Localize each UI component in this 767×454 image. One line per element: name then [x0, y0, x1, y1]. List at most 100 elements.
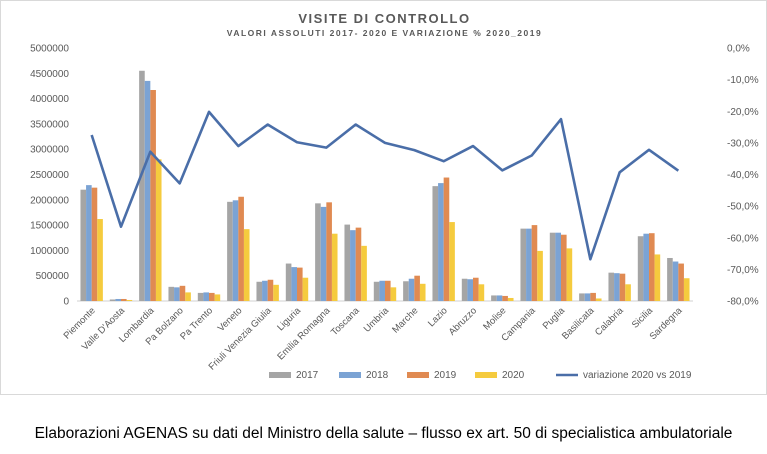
bar-2020	[683, 278, 690, 301]
chart-title: VISITE DI CONTROLLO	[298, 11, 471, 26]
y2-tick-label: -70,0%	[727, 265, 759, 276]
bar-2019	[443, 177, 450, 301]
chart-svg: 0 500000 1000000 1500000 2000000 2500000 30000…	[30, 44, 759, 382]
bar-2017	[667, 257, 673, 301]
bar-2020	[361, 245, 367, 301]
bar-2018	[614, 273, 620, 301]
category-label: Emilia Romagna	[275, 305, 333, 363]
legend-label-2018: 2018	[366, 370, 389, 381]
y2-tick-label: -30,0%	[727, 138, 759, 149]
bar-2017	[461, 278, 468, 301]
bar-2018	[350, 230, 356, 301]
bar-2017	[608, 272, 615, 301]
legend-swatch-2017	[269, 372, 291, 378]
legend-swatch-2020	[475, 372, 497, 378]
bar-2019	[150, 89, 156, 301]
category-label: Veneto	[216, 305, 245, 334]
bar-2020	[214, 294, 221, 301]
bar-2019	[297, 267, 303, 301]
bar-2017	[197, 292, 204, 301]
bar-2019	[561, 234, 567, 301]
legend-swatch-2018	[339, 372, 361, 378]
y-tick-label: 0	[63, 297, 69, 308]
bar-2020	[155, 159, 162, 301]
y-tick-label: 3000000	[30, 145, 69, 156]
y-tick-label: 5000000	[30, 44, 69, 55]
y2-tick-label: -50,0%	[727, 202, 759, 213]
category-label: Puglia	[541, 305, 568, 332]
bar-2020	[478, 284, 485, 301]
y-tick-label: 4500000	[30, 69, 69, 80]
bar-2017	[80, 189, 87, 301]
category-label: Marche	[390, 305, 420, 335]
bar-2019	[238, 196, 244, 301]
y2-tick-label: -80,0%	[727, 297, 759, 308]
y2-tick-label: -20,0%	[727, 107, 759, 118]
bar-2020	[331, 233, 338, 301]
y2-tick-label: -10,0%	[727, 75, 759, 86]
category-label: Sardegna	[648, 305, 685, 342]
legend-label-2020: 2020	[502, 370, 525, 381]
bar-2018	[203, 292, 209, 301]
bar-2019	[619, 273, 626, 301]
bar-2020	[625, 284, 631, 301]
y-tick-label: 1500000	[30, 221, 69, 232]
bar-2017	[256, 281, 263, 301]
y-tick-label: 4000000	[30, 94, 69, 105]
bar-2020	[537, 250, 543, 301]
y-tick-label: 2500000	[30, 170, 69, 181]
bar-2020	[302, 277, 309, 301]
bar-2019	[590, 292, 596, 301]
y2-tick-label: 0,0%	[727, 44, 750, 55]
bar-2017	[637, 236, 644, 301]
bar-2020	[419, 283, 426, 301]
bar-2018	[174, 287, 180, 301]
category-label: Molise	[481, 305, 508, 332]
bar-2018	[526, 228, 532, 301]
bar-2018	[232, 200, 239, 301]
bar-2017	[549, 232, 556, 301]
category-label: Calabria	[593, 305, 626, 338]
category-label: Liguria	[275, 305, 303, 333]
bar-2018	[438, 183, 444, 301]
y-tick-label: 2000000	[30, 195, 69, 206]
bar-2019	[209, 292, 215, 301]
bar-2019	[473, 277, 479, 301]
bar-2020	[654, 254, 661, 301]
bar-2017	[520, 228, 527, 301]
bar-2018	[555, 232, 561, 301]
category-label: Sicilia	[630, 305, 656, 331]
bar-2018	[115, 298, 121, 301]
bar-2019	[414, 275, 420, 301]
bar-2018	[408, 278, 415, 301]
bar-2017	[491, 295, 497, 301]
source-caption: Elaborazioni AGENAS su dati del Ministro…	[34, 425, 733, 442]
bar-2020	[390, 287, 397, 301]
bar-2020	[566, 248, 573, 301]
category-label: Umbria	[362, 305, 392, 335]
bar-2018	[496, 295, 503, 301]
bar-2019	[649, 233, 655, 301]
bar-2020	[507, 297, 514, 301]
line-series-variation	[90, 110, 680, 261]
category-label: Pa Trento	[178, 305, 215, 342]
bar-2017	[432, 186, 439, 301]
bar-2018	[672, 261, 679, 301]
bar-2019	[355, 227, 362, 301]
y2-tick-label: -60,0%	[727, 233, 759, 244]
y-tick-label: 3500000	[30, 119, 69, 130]
bar-2020	[243, 229, 250, 301]
bar-2017	[109, 299, 116, 301]
bar-2017	[315, 203, 321, 301]
bar-2017	[344, 224, 351, 301]
bar-2017	[139, 70, 145, 302]
bar-2020	[449, 222, 455, 301]
bar-2017	[579, 293, 585, 301]
bar-2019	[385, 280, 391, 301]
legend-label-2019: 2019	[434, 370, 457, 381]
bar-2019	[91, 187, 98, 301]
y-tick-label: 500000	[36, 271, 70, 282]
bar-2018	[262, 280, 268, 301]
chart-frame: 0 500000 1000000 1500000 2000000 2500000 30000…	[0, 0, 767, 395]
bar-2017	[285, 263, 292, 301]
